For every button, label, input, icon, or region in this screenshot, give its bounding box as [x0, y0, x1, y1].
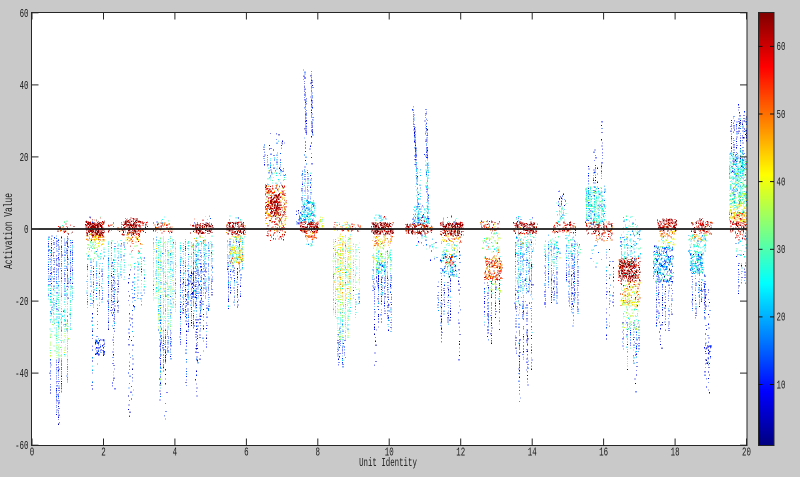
svg-text:4: 4 — [173, 447, 178, 460]
svg-text:2: 2 — [101, 447, 106, 460]
svg-text:40: 40 — [20, 80, 29, 93]
svg-text:20: 20 — [20, 152, 29, 165]
svg-text:30: 30 — [777, 244, 786, 257]
svg-text:Unit Identity: Unit Identity — [359, 457, 417, 470]
svg-text:-60: -60 — [15, 440, 28, 453]
svg-text:14: 14 — [528, 447, 537, 460]
svg-text:10: 10 — [777, 379, 786, 392]
svg-text:18: 18 — [671, 447, 680, 460]
svg-text:10: 10 — [385, 447, 394, 460]
svg-text:16: 16 — [599, 447, 608, 460]
svg-text:12: 12 — [456, 447, 465, 460]
svg-text:-40: -40 — [15, 368, 28, 381]
svg-text:6: 6 — [244, 447, 249, 460]
svg-text:50: 50 — [777, 109, 786, 122]
svg-text:60: 60 — [777, 41, 786, 54]
svg-text:Activation Value: Activation Value — [3, 193, 16, 269]
svg-text:0: 0 — [24, 224, 29, 237]
svg-text:60: 60 — [20, 8, 29, 21]
svg-text:20: 20 — [742, 447, 751, 460]
svg-text:20: 20 — [777, 312, 786, 325]
svg-text:8: 8 — [316, 447, 321, 460]
svg-text:40: 40 — [777, 176, 786, 189]
svg-text:-20: -20 — [15, 296, 28, 309]
svg-text:0: 0 — [30, 447, 35, 460]
